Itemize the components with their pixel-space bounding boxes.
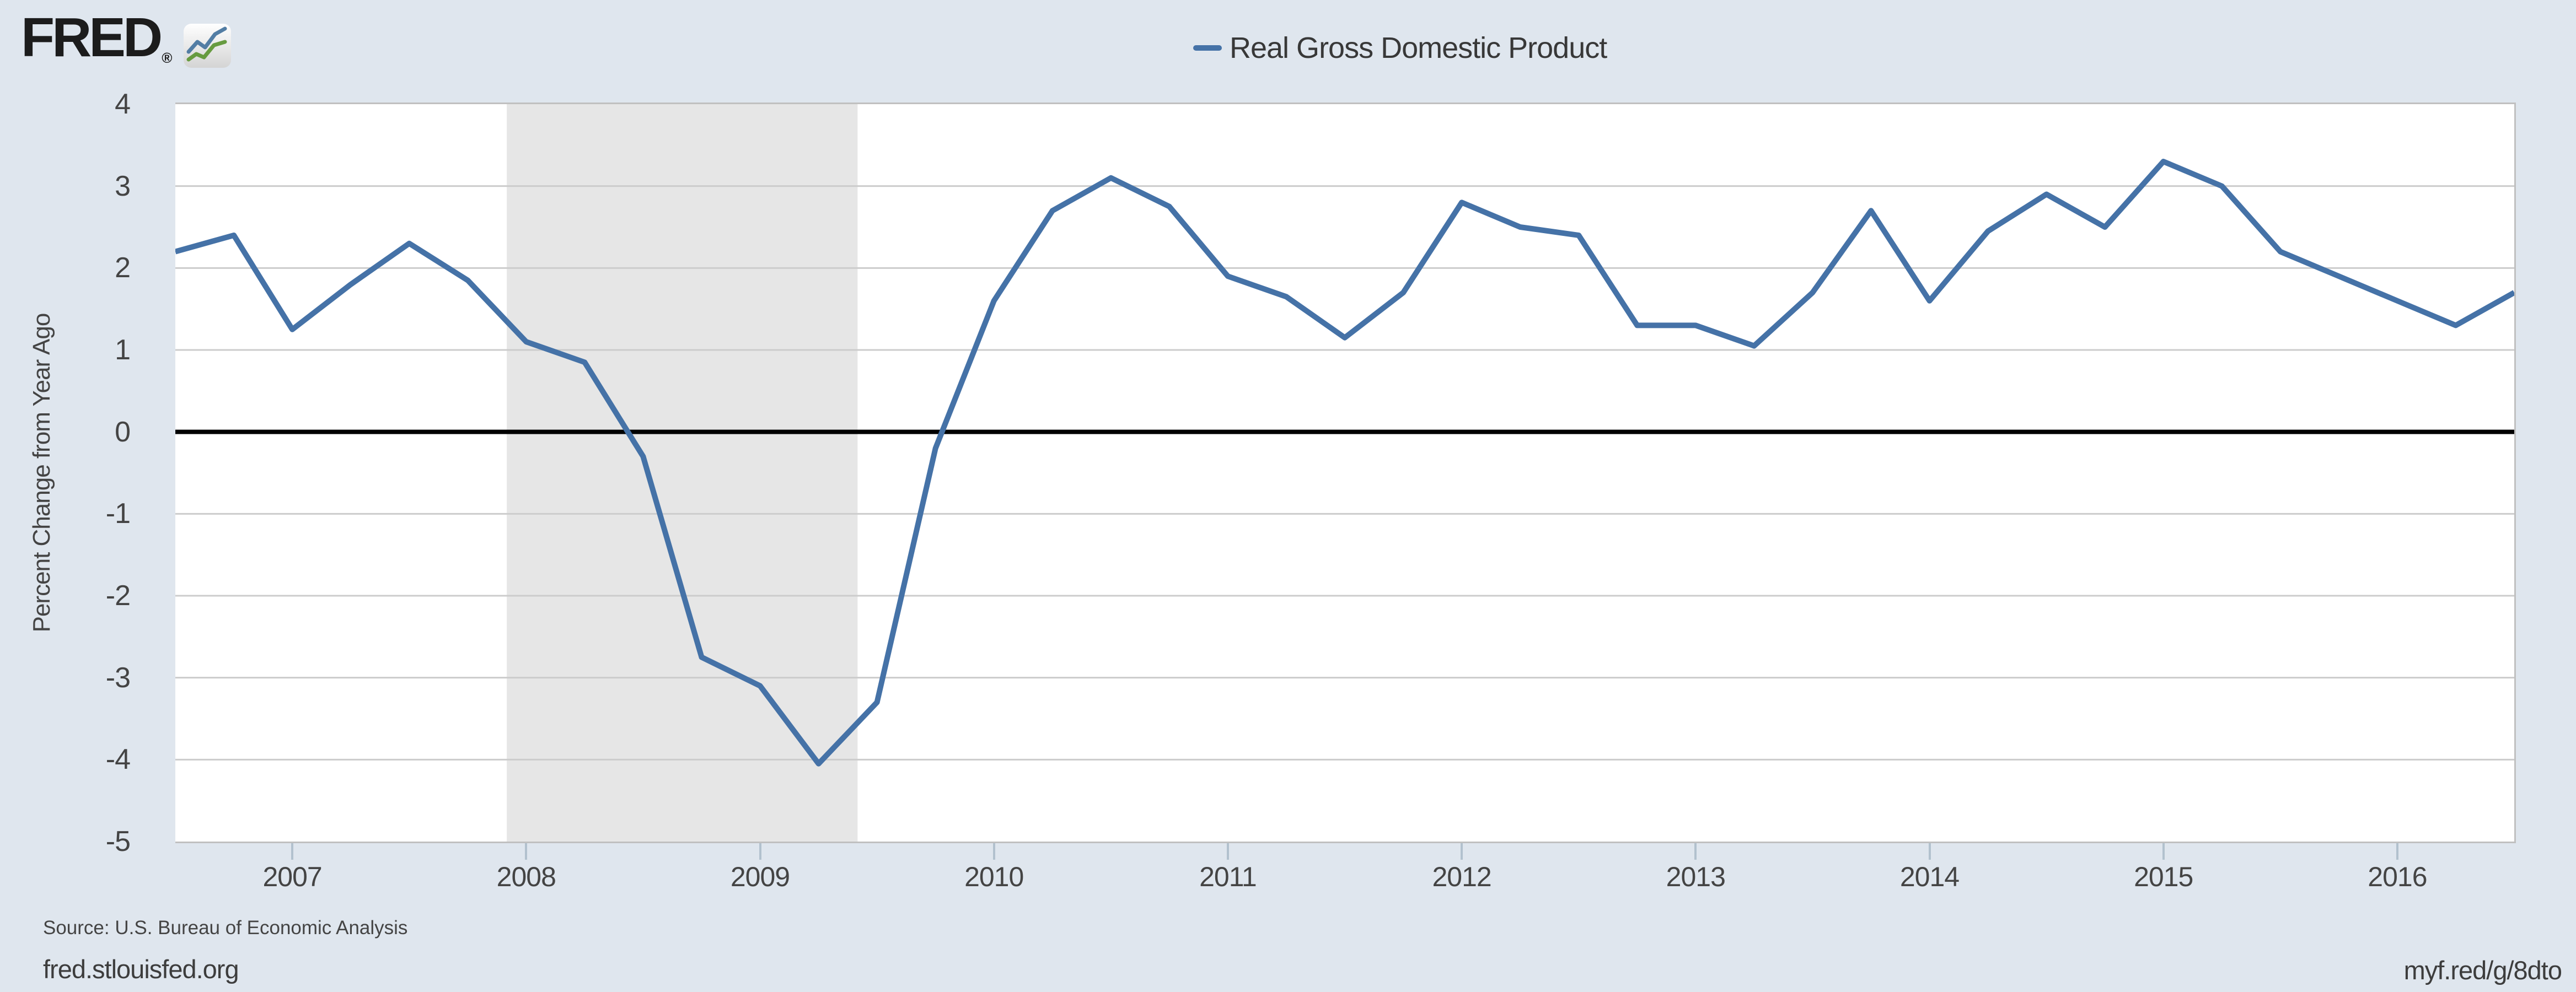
legend: Real Gross Domestic Product	[1193, 31, 1607, 65]
x-tick-mark	[759, 843, 761, 860]
fred-logo: FRED ®	[21, 10, 232, 68]
x-tick-mark	[1461, 843, 1463, 860]
y-tick-label: 4	[115, 88, 131, 120]
y-tick-label: -1	[105, 498, 131, 530]
y-tick-label: 2	[115, 252, 131, 284]
gdp-line-chart	[175, 104, 2514, 842]
y-tick-label: -4	[105, 743, 131, 776]
y-axis-title: Percent Change from Year Ago	[28, 313, 55, 633]
x-tick-mark	[1694, 843, 1697, 860]
x-tick-mark	[992, 843, 995, 860]
x-tick-label: 2009	[730, 861, 790, 892]
y-tick-label: 3	[115, 170, 131, 202]
x-tick-label: 2016	[2368, 861, 2427, 892]
fred-line-chart-icon	[184, 24, 232, 68]
y-tick-label: -2	[105, 580, 131, 612]
x-tick-label: 2012	[1432, 861, 1491, 892]
y-tick-label: 1	[115, 334, 131, 366]
x-tick-mark	[2396, 843, 2398, 860]
x-tick-mark	[291, 843, 294, 860]
x-tick-label: 2015	[2134, 861, 2193, 892]
x-tick-mark	[525, 843, 528, 860]
gdp-data-line	[175, 159, 2514, 767]
y-tick-label: 0	[115, 416, 131, 448]
source-note: Source: U.S. Bureau of Economic Analysis	[43, 917, 408, 939]
recession-band	[507, 104, 858, 842]
y-tick-label: -3	[105, 661, 131, 694]
x-tick-mark	[1928, 843, 1931, 860]
x-tick-label: 2013	[1666, 861, 1726, 892]
y-tick-label: -5	[105, 826, 131, 858]
legend-series-label: Real Gross Domestic Product	[1230, 31, 1607, 64]
legend-swatch	[1193, 45, 1222, 51]
registered-trademark-icon: ®	[162, 50, 173, 66]
x-tick-label: 2008	[496, 861, 556, 892]
fred-logo-text: FRED	[21, 7, 163, 68]
x-tick-label: 2014	[1899, 861, 1960, 892]
plot-area	[175, 103, 2516, 843]
x-tick-label: 2007	[262, 861, 322, 892]
x-tick-label: 2010	[964, 861, 1024, 892]
short-url-text: myf.red/g/8dto	[2403, 956, 2562, 985]
x-tick-mark	[1226, 843, 1229, 860]
fred-site-text: fred.stlouisfed.org	[43, 955, 239, 984]
x-tick-mark	[2162, 843, 2165, 860]
x-tick-label: 2011	[1199, 861, 1257, 892]
